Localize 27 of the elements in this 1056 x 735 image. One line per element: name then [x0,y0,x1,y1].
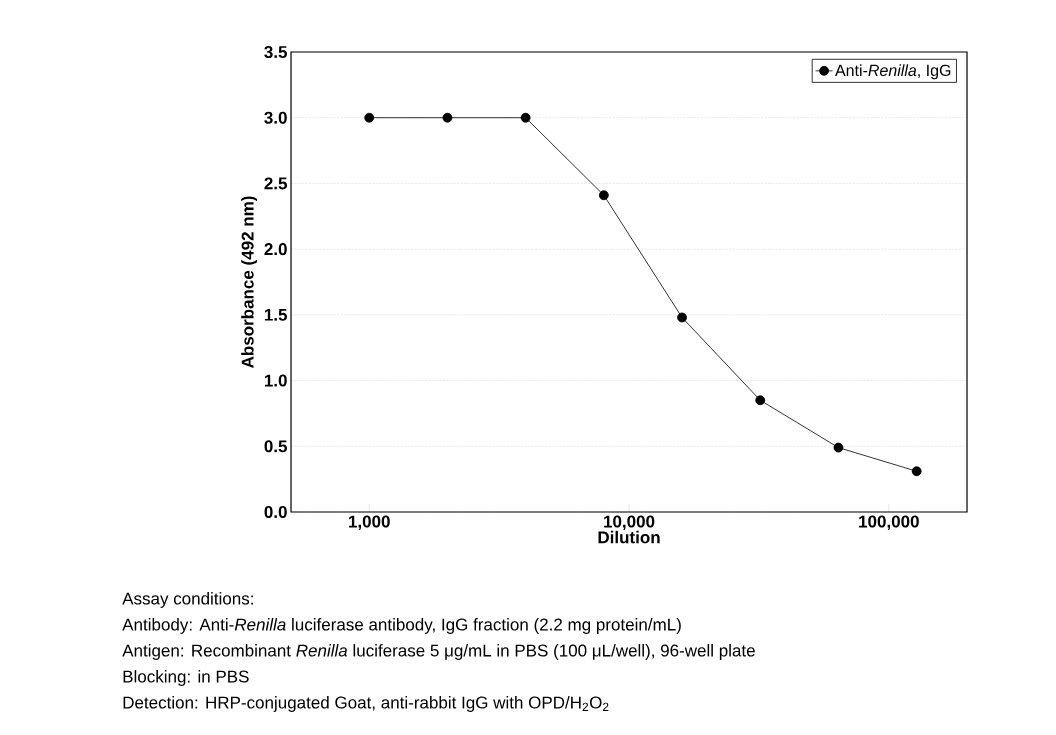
x-axis-title: Dilution [598,530,660,544]
point [364,112,375,123]
point [755,395,766,406]
text: Antibody: Anti-Renilla luciferase antibody, IgG fraction (2.2 mg protein/mL) [122,618,681,634]
x-tick-label: 1,000 [349,515,390,531]
point [442,112,453,123]
legend-label: Anti-Renilla, IgG [835,64,951,80]
y-axis-title: Absorbance (492 nm) [241,196,258,369]
text: Antigen: Recombinant Renilla luciferase 5 μg/mL in PBS (100 μL/well), 96-well plate [122,644,755,660]
text: Assay conditions: [122,592,253,608]
y-tick-label: 0.5 [264,440,288,453]
y-tick-label: 2.0 [264,243,287,256]
y-tick-label: 1.0 [264,374,287,387]
text: Blocking: in PBS [123,670,249,686]
point [520,112,531,123]
point [911,466,922,477]
y-tick-label: 1.5 [264,308,288,321]
x-tick-label: 100,000 [859,515,919,531]
text: Detection: HRP-conjugated Goat, anti-rabbit IgG with OPD/H$_{2}$O$_{2}$ [123,696,609,712]
point [598,190,609,201]
point [677,312,687,323]
y-tick-label: 3.5 [264,45,288,59]
y-tick-label: 3.0 [264,111,287,124]
y-tick-label: 2.5 [264,177,288,190]
x-tick-label: 10,000 [604,515,655,531]
y-tick-label: 0.0 [264,505,287,519]
point [833,442,844,453]
